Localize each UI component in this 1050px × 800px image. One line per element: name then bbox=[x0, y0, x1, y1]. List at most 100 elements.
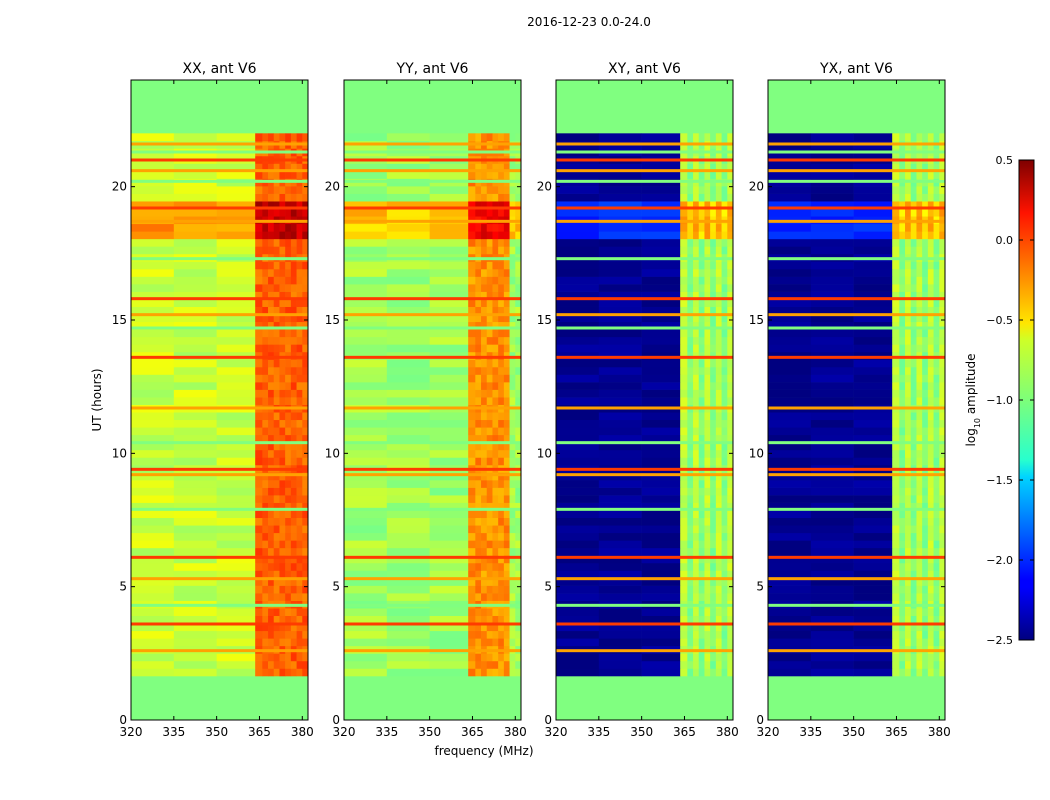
heatmap-cell bbox=[386, 570, 430, 579]
heatmap-cell bbox=[290, 434, 297, 443]
heatmap-cell bbox=[302, 186, 309, 194]
heatmap-cell bbox=[910, 163, 917, 172]
heatmap-cell bbox=[279, 562, 286, 571]
heatmap-cell bbox=[899, 314, 906, 323]
heatmap-cell bbox=[503, 570, 510, 579]
heatmap-cell bbox=[810, 208, 854, 217]
heatmap-cell bbox=[255, 321, 263, 330]
heatmap-cell bbox=[468, 193, 476, 202]
heatmap-cell bbox=[255, 389, 263, 398]
heatmap-cell bbox=[710, 532, 717, 541]
heatmap-cell bbox=[255, 540, 263, 549]
heatmap-cell bbox=[216, 442, 256, 451]
heatmap-cell bbox=[905, 427, 912, 436]
heatmap-cell bbox=[173, 562, 217, 571]
heatmap-cell bbox=[255, 163, 263, 172]
heatmap-cell bbox=[916, 314, 923, 323]
heatmap-cell bbox=[503, 344, 510, 353]
y-tick-label: 15 bbox=[749, 313, 764, 327]
heatmap-cell bbox=[290, 261, 297, 270]
heatmap-cell bbox=[933, 532, 940, 541]
heatmap-cell bbox=[641, 299, 681, 307]
heatmap-cell bbox=[481, 344, 488, 353]
heatmap-cell bbox=[492, 284, 499, 292]
heatmap-cell bbox=[687, 585, 694, 594]
heatmap-cell bbox=[302, 540, 309, 549]
heatmap-cell bbox=[687, 276, 694, 285]
heatmap-cell bbox=[910, 517, 917, 526]
heatmap-cell bbox=[927, 570, 934, 579]
colorbar-tick-label: −2.5 bbox=[986, 634, 1013, 647]
heatmap-cell bbox=[268, 344, 275, 353]
x-tick-label: 320 bbox=[120, 725, 143, 739]
heatmap-cell bbox=[262, 615, 269, 624]
heatmap-cell bbox=[255, 171, 263, 179]
heatmap-cell bbox=[492, 495, 499, 503]
heatmap-cell bbox=[386, 238, 430, 247]
heatmap-cell bbox=[687, 480, 694, 488]
heatmap-cell bbox=[255, 201, 263, 210]
heatmap-cell bbox=[509, 336, 516, 345]
heatmap-cell bbox=[704, 578, 711, 586]
heatmap-cell bbox=[933, 238, 940, 247]
heatmap-cell bbox=[486, 314, 493, 323]
heatmap-cell bbox=[503, 630, 510, 639]
heatmap-cell bbox=[704, 555, 711, 564]
heatmap-cell bbox=[687, 412, 694, 421]
heatmap-cell bbox=[509, 171, 516, 179]
axes-frame bbox=[343, 79, 522, 721]
heatmap-cell bbox=[721, 608, 728, 617]
heatmap-cell bbox=[927, 608, 934, 617]
heatmap-cell bbox=[468, 374, 476, 383]
heatmap-cell bbox=[255, 570, 263, 579]
heatmap-cell bbox=[680, 487, 688, 496]
heatmap-cell bbox=[468, 186, 476, 194]
heatmap-cell bbox=[344, 608, 388, 617]
heatmap-cell bbox=[727, 208, 734, 217]
heatmap-cell bbox=[556, 630, 600, 639]
heatmap-cell bbox=[468, 344, 476, 353]
heatmap-cell bbox=[727, 193, 734, 202]
heatmap-cell bbox=[910, 442, 917, 451]
heatmap-cell bbox=[268, 336, 275, 345]
heatmap-cell bbox=[279, 442, 286, 451]
heatmap-cell bbox=[715, 223, 722, 232]
heatmap-cell bbox=[273, 351, 280, 360]
heatmap-cell bbox=[503, 382, 510, 390]
heatmap-cell bbox=[344, 389, 388, 398]
heatmap-cell bbox=[892, 562, 900, 571]
heatmap-cell bbox=[492, 638, 499, 647]
heatmap-cell bbox=[498, 238, 505, 247]
heatmap-cell bbox=[892, 336, 900, 345]
rfi-line bbox=[344, 169, 521, 173]
heatmap-cell bbox=[641, 585, 681, 594]
heatmap-cell bbox=[131, 653, 175, 662]
heatmap-cell bbox=[687, 171, 694, 179]
heatmap-cell bbox=[910, 615, 917, 624]
heatmap-cell bbox=[727, 329, 734, 338]
heatmap-cell bbox=[916, 382, 923, 390]
heatmap-cell bbox=[344, 472, 388, 481]
heatmap-cell bbox=[853, 472, 893, 481]
rfi-line bbox=[556, 257, 733, 261]
heatmap-cell bbox=[486, 547, 493, 556]
heatmap-cell bbox=[693, 246, 700, 255]
heatmap-cell bbox=[262, 480, 269, 488]
heatmap-cell bbox=[933, 186, 940, 194]
heatmap-cell bbox=[255, 472, 263, 481]
heatmap-cell bbox=[498, 434, 505, 443]
heatmap-cell bbox=[475, 578, 482, 586]
heatmap-cell bbox=[255, 186, 263, 194]
heatmap-cell bbox=[515, 540, 522, 549]
heatmap-cell bbox=[910, 593, 917, 601]
heatmap-cell bbox=[492, 562, 499, 571]
heatmap-cell bbox=[927, 261, 934, 270]
heatmap-cell bbox=[475, 562, 482, 571]
heatmap-cell bbox=[509, 344, 516, 353]
heatmap-cell bbox=[515, 133, 522, 142]
heatmap-cell bbox=[255, 306, 263, 315]
heatmap-cell bbox=[698, 412, 705, 421]
panel-title: YY, ant V6 bbox=[396, 61, 469, 77]
heatmap-cell bbox=[727, 585, 734, 594]
rfi-line bbox=[131, 622, 308, 626]
